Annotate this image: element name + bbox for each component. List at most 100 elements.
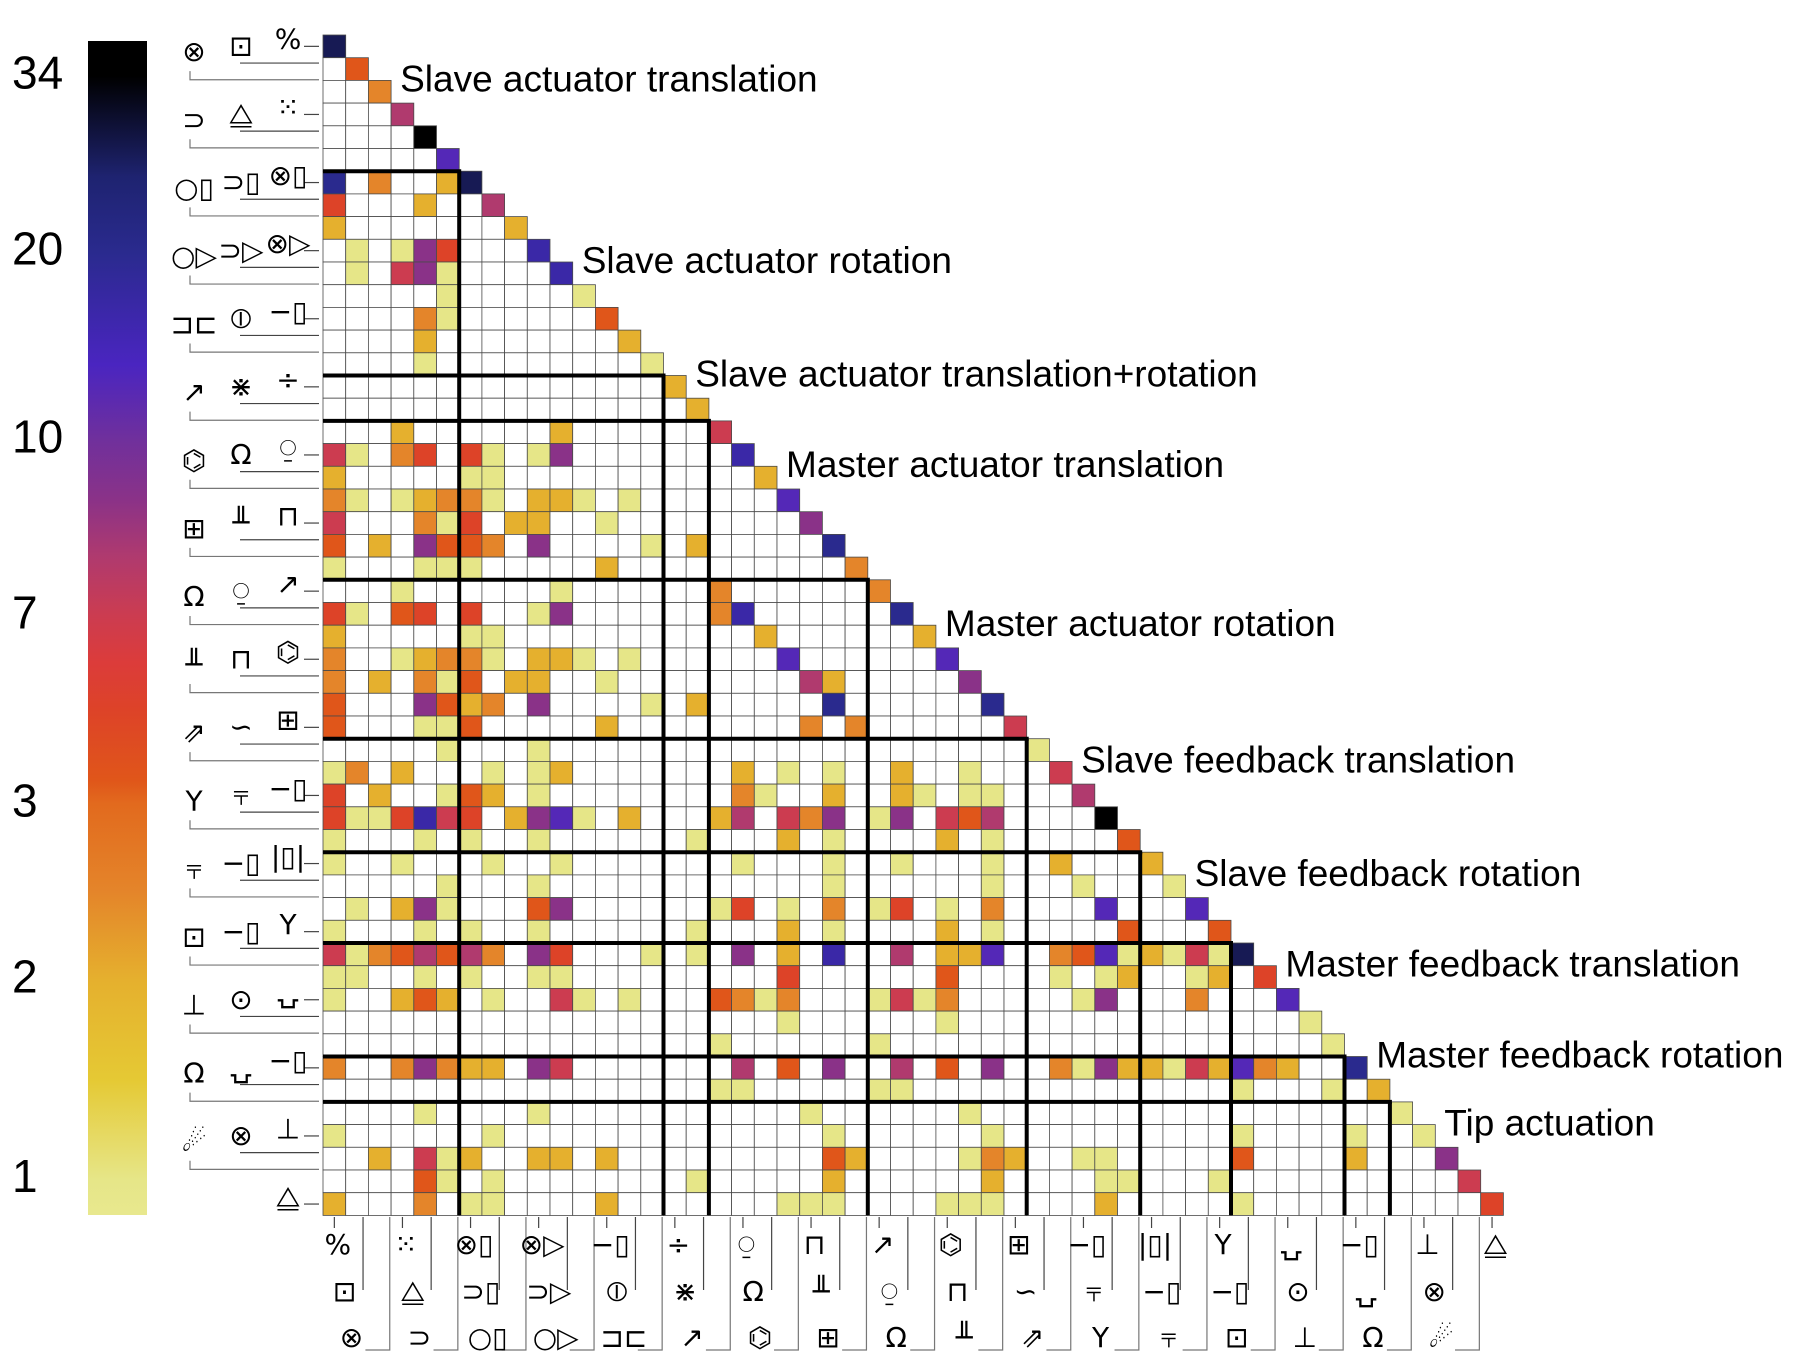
empty-cell [980, 988, 1005, 1012]
row-label-symbol: ⊞ [182, 512, 205, 545]
empty-cell [504, 874, 528, 899]
empty-cell [526, 1169, 551, 1194]
heatmap-cell [436, 238, 460, 263]
empty-cell [1003, 1124, 1028, 1148]
empty-cell [526, 261, 551, 286]
group-label: Tip actuation [1444, 1103, 1654, 1144]
empty-cell [1003, 965, 1028, 989]
empty-cell [572, 851, 596, 876]
empty-cell [890, 1101, 914, 1126]
heatmap-cell [345, 261, 369, 286]
row-label-symbol: −▯ [269, 1044, 308, 1077]
heatmap-cell [822, 1192, 846, 1216]
empty-cell [912, 647, 937, 672]
heatmap-cell [1071, 783, 1096, 808]
empty-cell [1026, 1124, 1050, 1148]
empty-cell [663, 534, 687, 558]
heatmap-cell [526, 692, 551, 717]
row-tick [189, 547, 319, 558]
empty-cell [708, 692, 733, 717]
empty-cell [345, 80, 369, 104]
heatmap-cell [935, 1056, 960, 1080]
heatmap-cell [980, 897, 1005, 921]
empty-cell [1094, 919, 1118, 944]
empty-cell [912, 670, 937, 694]
row-label-symbol: ╨ [185, 647, 204, 681]
empty-cell [1117, 1124, 1141, 1148]
empty-cell [458, 851, 483, 876]
empty-cell [753, 715, 778, 740]
row-label-symbol: Y [184, 784, 203, 817]
empty-cell [844, 1169, 869, 1194]
empty-cell [708, 1146, 733, 1171]
empty-cell [799, 1146, 823, 1171]
empty-cell [1139, 1033, 1164, 1057]
empty-cell [822, 556, 846, 581]
heatmap-cell [958, 942, 982, 967]
empty-cell [1071, 1078, 1096, 1103]
empty-cell [413, 1078, 437, 1103]
empty-cell [617, 624, 642, 649]
empty-cell [1298, 1101, 1323, 1126]
heatmap-cell [822, 919, 846, 944]
empty-cell [390, 783, 415, 808]
heatmap-cell [322, 511, 347, 535]
empty-cell [685, 511, 710, 535]
empty-cell [549, 465, 574, 490]
empty-cell [1366, 1146, 1391, 1171]
empty-cell [731, 874, 755, 899]
heatmap-cell [844, 715, 869, 740]
empty-cell [958, 851, 982, 876]
empty-cell [617, 579, 642, 603]
empty-cell [504, 1101, 528, 1126]
empty-cell [822, 1078, 846, 1103]
empty-cell [663, 851, 687, 876]
empty-cell [1026, 1192, 1050, 1216]
column-tick [1318, 1217, 1344, 1351]
column-label-symbol: ∽ [1014, 1275, 1037, 1308]
empty-cell [504, 375, 528, 399]
colorbar-gradient [88, 41, 147, 1215]
empty-cell [436, 443, 460, 467]
empty-cell [481, 806, 505, 830]
heatmap-cell [708, 988, 733, 1012]
empty-cell [526, 1124, 551, 1148]
empty-cell [617, 534, 642, 558]
heatmap-cell [549, 851, 574, 876]
heatmap-cell [481, 624, 505, 649]
empty-cell [1117, 897, 1141, 921]
heatmap-cell [481, 193, 505, 217]
heatmap-cell [549, 579, 574, 603]
heatmap-cell [776, 761, 801, 785]
empty-cell [481, 1146, 505, 1171]
empty-cell [640, 465, 664, 490]
empty-cell [617, 919, 642, 944]
empty-cell [640, 397, 664, 422]
heatmap-cell [776, 1010, 801, 1035]
heatmap-cell [526, 783, 551, 808]
heatmap-cell [436, 806, 460, 830]
empty-cell [595, 1056, 619, 1080]
heatmap-cell [617, 988, 642, 1012]
heatmap-cell [935, 919, 960, 944]
row-label-symbol: ⊙ [229, 983, 252, 1016]
heatmap-cell [753, 783, 778, 808]
row-label-symbol: ⍽ [277, 976, 298, 1009]
heatmap-cell [980, 1124, 1005, 1148]
heatmap-cell [549, 602, 574, 626]
heatmap-cell [1344, 1124, 1368, 1148]
empty-cell [1185, 1010, 1209, 1035]
empty-cell [367, 284, 392, 308]
heatmap-cell [1185, 897, 1209, 921]
empty-cell [1185, 1146, 1209, 1171]
empty-cell [322, 102, 347, 127]
empty-cell [345, 1056, 369, 1080]
heatmap-cell [1434, 1146, 1459, 1171]
empty-cell [390, 534, 415, 558]
empty-cell [958, 1033, 982, 1057]
heatmap-cell [1230, 1124, 1255, 1148]
empty-cell [890, 738, 914, 762]
empty-cell [685, 647, 710, 672]
row-label-symbol: ⊡ [182, 920, 205, 953]
empty-cell [844, 738, 869, 762]
